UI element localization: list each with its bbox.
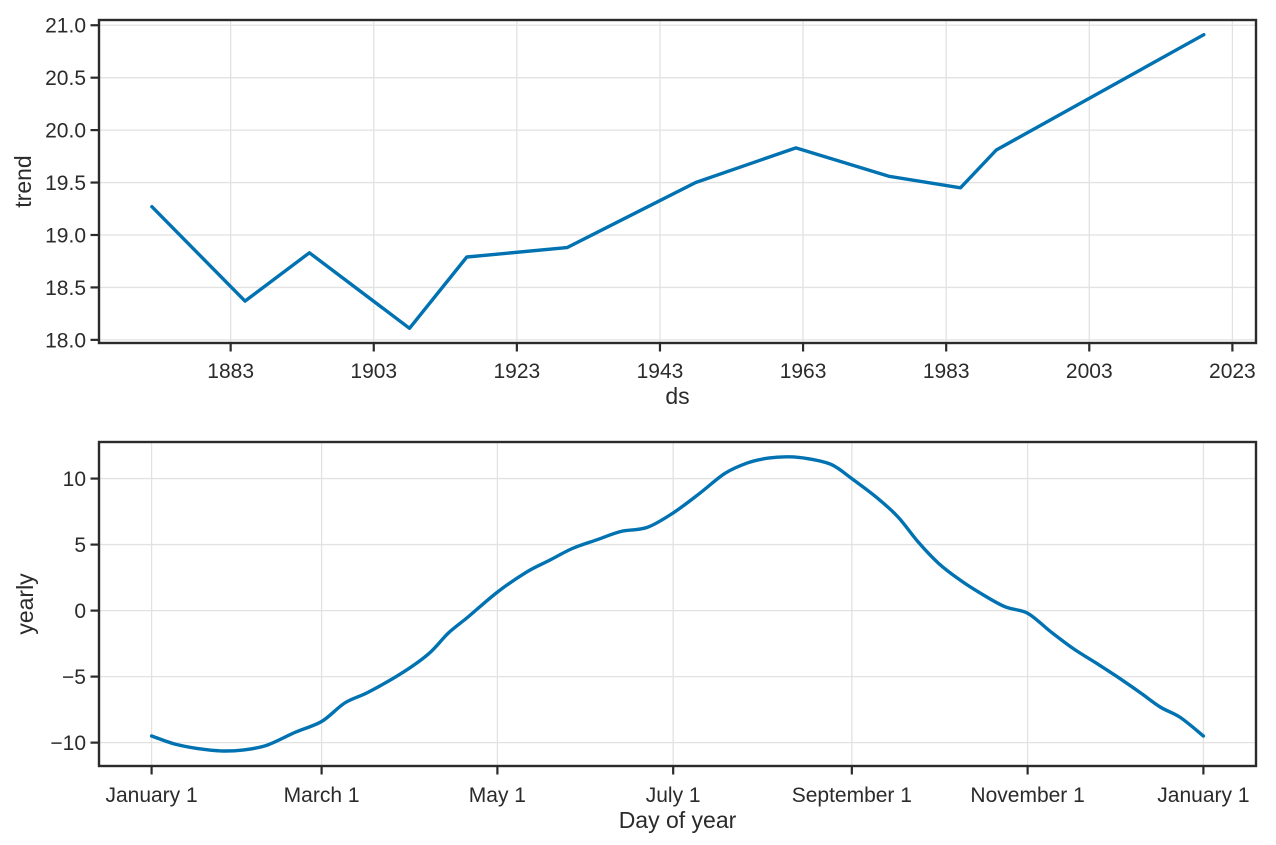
trend-xlabel: ds — [665, 383, 689, 409]
yearly-plot-background — [99, 442, 1256, 766]
trend-x-tick-label: 1923 — [494, 360, 541, 383]
yearly-y-tick-label: 5 — [74, 534, 86, 557]
trend-y-tick-label: 18.5 — [45, 277, 86, 300]
yearly-x-tick-label: July 1 — [646, 784, 701, 807]
yearly-x-tick-label: January 1 — [1157, 784, 1249, 807]
trend-y-tick-label: 20.5 — [45, 67, 86, 90]
yearly-ylabel: yearly — [12, 573, 38, 635]
trend-x-tick-label: 1883 — [207, 360, 254, 383]
yearly-y-tick-label: −10 — [50, 732, 86, 755]
trend-y-tick-label: 21.0 — [45, 15, 86, 38]
trend-series-line — [150, 33, 1206, 330]
yearly-x-tick-label: January 1 — [105, 784, 197, 807]
yearly-axes-frame — [97, 440, 1258, 768]
trend-y-tick-label: 18.0 — [45, 329, 86, 352]
yearly-x-tick-label: May 1 — [469, 784, 526, 807]
yearly-x-tick-label: March 1 — [284, 784, 360, 807]
trend-x-tick-label: 1963 — [780, 360, 827, 383]
yearly-series-line — [149, 455, 1206, 753]
trend-x-tick-label: 2023 — [1209, 360, 1256, 383]
trend-subplot: 1883 1903 1923 1943 1963 1983 2003 2023 18.0 18.5… — [45, 15, 1258, 383]
trend-x-tick-label: 2003 — [1066, 360, 1113, 383]
trend-plot-background — [99, 20, 1256, 343]
yearly-subplot: January 1 March 1 May 1 July 1 September 1 No… — [50, 440, 1258, 807]
trend-y-tick-label: 19.5 — [45, 172, 86, 195]
yearly-y-tick-label: −5 — [62, 666, 86, 689]
trend-ylabel: trend — [10, 155, 36, 207]
trend-x-tick-label: 1903 — [350, 360, 397, 383]
trend-x-tick-label: 1983 — [923, 360, 970, 383]
trend-axes-frame — [97, 18, 1258, 345]
yearly-xlabel: Day of year — [619, 807, 737, 833]
yearly-x-tick-label: September 1 — [792, 784, 912, 807]
yearly-y-tick-label: 10 — [63, 468, 86, 491]
trend-y-tick-label: 19.0 — [45, 224, 86, 247]
trend-x-tick-label: 1943 — [637, 360, 684, 383]
yearly-y-tick-label: 0 — [74, 600, 86, 623]
yearly-x-tick-label: November 1 — [970, 784, 1084, 807]
trend-y-tick-label: 20.0 — [45, 120, 86, 143]
